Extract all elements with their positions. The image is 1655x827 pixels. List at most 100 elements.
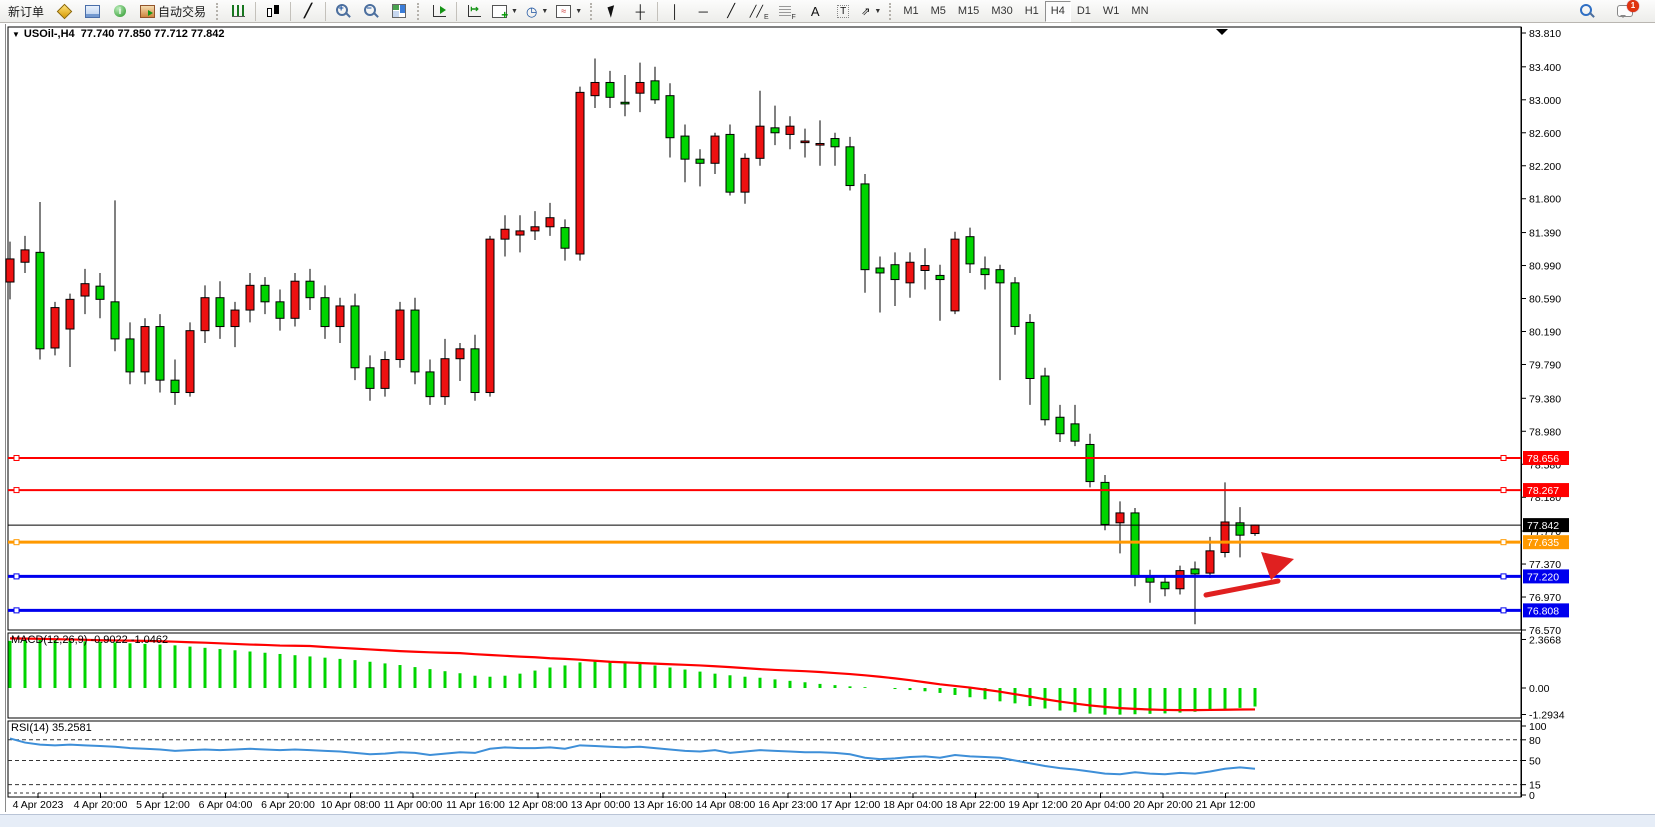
toolbar-separator (255, 1, 257, 21)
toolbar-grip[interactable] (889, 2, 893, 20)
data-window-button[interactable]: i (106, 0, 134, 22)
timeframe-button-w1[interactable]: W1 (1102, 5, 1120, 17)
timeframe-button-d1[interactable]: D1 (1076, 5, 1091, 17)
candle (770, 127, 780, 134)
chart-shift-button[interactable]: ↦ (460, 0, 488, 22)
price-line-label-box (1523, 518, 1569, 533)
horizontal-line-button[interactable]: ─ (689, 0, 717, 22)
candle (800, 140, 810, 144)
indicators-button[interactable]: ▼ (488, 0, 522, 22)
auto-trading-button[interactable]: 自动交易 (134, 0, 212, 22)
candle (215, 297, 225, 328)
trendline-button[interactable]: ╱ (717, 0, 745, 22)
time-tick-label: 18 Apr 04:00 (883, 799, 943, 811)
chat-bubble-icon: 1 (1617, 0, 1639, 18)
candle (830, 138, 840, 148)
price-tick-label: 76.970 (1529, 592, 1561, 604)
periods-button[interactable]: ◷ ▼ (522, 0, 552, 22)
line-handle[interactable] (1500, 539, 1507, 546)
line-handle[interactable] (1500, 607, 1507, 614)
price-tick-label: 83.400 (1529, 62, 1561, 74)
fibo-letter: F (791, 14, 796, 21)
time-tick-label: 12 Apr 08:00 (508, 799, 568, 811)
candle (155, 326, 165, 381)
line-handle[interactable] (13, 454, 20, 461)
zoom-in-button[interactable]: + (329, 0, 357, 22)
candle (305, 280, 315, 299)
arrows-button[interactable]: ⇗ ▼ (857, 0, 885, 22)
candle (20, 249, 30, 263)
line-handle[interactable] (1500, 573, 1507, 580)
line-handle[interactable] (13, 573, 20, 580)
rsi-pane[interactable] (7, 720, 1522, 798)
price-tick-label: 80.990 (1529, 261, 1561, 273)
timeframe-button-h1[interactable]: H1 (1024, 5, 1039, 17)
candle (290, 280, 300, 319)
search-button[interactable] (1573, 0, 1601, 22)
time-tick-label: 11 Apr 00:00 (384, 799, 443, 811)
time-tick-label: 13 Apr 00:00 (571, 799, 631, 811)
line-handle[interactable] (13, 539, 20, 546)
candle (95, 285, 105, 300)
text-label-button[interactable]: T (829, 0, 857, 22)
tile-windows-button[interactable] (385, 0, 413, 22)
line-handle[interactable] (1500, 454, 1507, 461)
candle (665, 95, 675, 139)
toolbar-grip[interactable] (590, 2, 594, 20)
chevron-down-icon[interactable]: ▼ (12, 30, 20, 39)
toolbar-grip[interactable] (216, 2, 220, 20)
line-handle[interactable] (13, 487, 20, 494)
timeframe-button-m30[interactable]: M30 (991, 5, 1013, 17)
chart-shift-marker[interactable] (1216, 29, 1228, 35)
timeframe-button-m5[interactable]: M5 (930, 5, 946, 17)
arrows-icon: ⇗ (861, 5, 871, 18)
time-tick-label: 17 Apr 12:00 (821, 799, 881, 811)
auto-scroll-button[interactable] (425, 0, 453, 22)
timeframe-group: M1 M5 M15 M30 H1 H4 D1 W1 MN (897, 0, 1154, 22)
notifications-button[interactable]: 1 (1611, 0, 1639, 22)
price-tick-label: 83.810 (1529, 28, 1561, 40)
search-icon (1579, 4, 1592, 16)
candle (440, 358, 450, 398)
candle (905, 261, 915, 284)
toolbar-separator (325, 1, 327, 21)
candle (755, 125, 765, 159)
candle (1100, 481, 1110, 525)
cursor-button[interactable] (598, 0, 626, 22)
fibonacci-button[interactable]: F (773, 0, 801, 22)
macd-indicator-label: MACD(12,26,9) -0.9022 -1.0462 (11, 634, 169, 646)
time-tick-label: 5 Apr 12:00 (136, 799, 190, 811)
line-handle[interactable] (1500, 487, 1507, 494)
rsi-tick-label: 0 (1529, 790, 1535, 802)
candle (1220, 521, 1230, 553)
text-tool-button[interactable]: A (801, 0, 829, 22)
terminal-window-button[interactable] (78, 0, 106, 22)
macd-tick-label: 0.00 (1529, 683, 1550, 695)
timeframe-button-mn[interactable]: MN (1131, 5, 1149, 17)
toolbar-grip[interactable] (417, 2, 421, 20)
bar-chart-mode-button[interactable] (224, 0, 252, 22)
candlestick-mode-button[interactable] (259, 0, 287, 22)
price-line-label: 78.656 (1527, 453, 1559, 465)
crosshair-button[interactable]: ┼ (626, 0, 654, 22)
chevron-down-icon: ▼ (874, 7, 882, 15)
trend-arrow-annotation[interactable] (1203, 578, 1281, 598)
zoom-out-button[interactable]: − (357, 0, 385, 22)
line-chart-mode-button[interactable]: ╱ (294, 0, 322, 22)
timeframe-button-m15[interactable]: M15 (957, 5, 980, 17)
macd-pane[interactable] (7, 632, 1522, 719)
timeframe-button-h4[interactable]: H4 (1044, 0, 1071, 22)
new-order-button[interactable]: 新订单 (2, 0, 50, 22)
market-watch-button[interactable] (50, 0, 78, 22)
candle (245, 284, 255, 311)
channel-button[interactable]: ╱╱ E (745, 0, 773, 22)
candle (140, 326, 150, 373)
vertical-line-button[interactable]: │ (661, 0, 689, 22)
candle (260, 284, 270, 303)
crosshair-icon: ┼ (635, 3, 645, 19)
status-strip (0, 814, 1655, 827)
templates-button[interactable]: ≈ ▼ (552, 0, 586, 22)
timeframe-button-m1[interactable]: M1 (903, 5, 919, 17)
line-handle[interactable] (13, 607, 20, 614)
